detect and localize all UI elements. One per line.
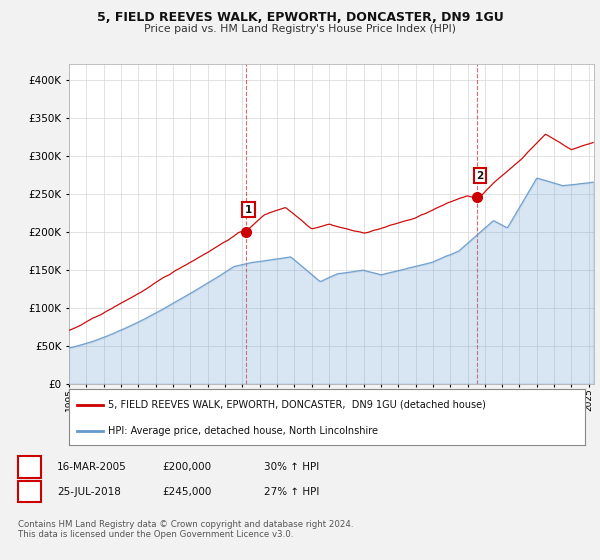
Text: HPI: Average price, detached house, North Lincolnshire: HPI: Average price, detached house, Nort… <box>108 426 378 436</box>
Text: 25-JUL-2018: 25-JUL-2018 <box>57 487 121 497</box>
Text: Price paid vs. HM Land Registry's House Price Index (HPI): Price paid vs. HM Land Registry's House … <box>144 24 456 34</box>
Text: 1: 1 <box>245 205 252 215</box>
Text: 30% ↑ HPI: 30% ↑ HPI <box>264 462 319 472</box>
Text: £245,000: £245,000 <box>162 487 211 497</box>
Text: 1: 1 <box>26 462 33 472</box>
Text: 5, FIELD REEVES WALK, EPWORTH, DONCASTER,  DN9 1GU (detached house): 5, FIELD REEVES WALK, EPWORTH, DONCASTER… <box>108 400 485 410</box>
Text: Contains HM Land Registry data © Crown copyright and database right 2024.
This d: Contains HM Land Registry data © Crown c… <box>18 520 353 539</box>
Text: 16-MAR-2005: 16-MAR-2005 <box>57 462 127 472</box>
Text: 27% ↑ HPI: 27% ↑ HPI <box>264 487 319 497</box>
Text: 5, FIELD REEVES WALK, EPWORTH, DONCASTER, DN9 1GU: 5, FIELD REEVES WALK, EPWORTH, DONCASTER… <box>97 11 503 24</box>
Text: 2: 2 <box>476 171 484 181</box>
Text: £200,000: £200,000 <box>162 462 211 472</box>
Text: 2: 2 <box>26 487 33 497</box>
